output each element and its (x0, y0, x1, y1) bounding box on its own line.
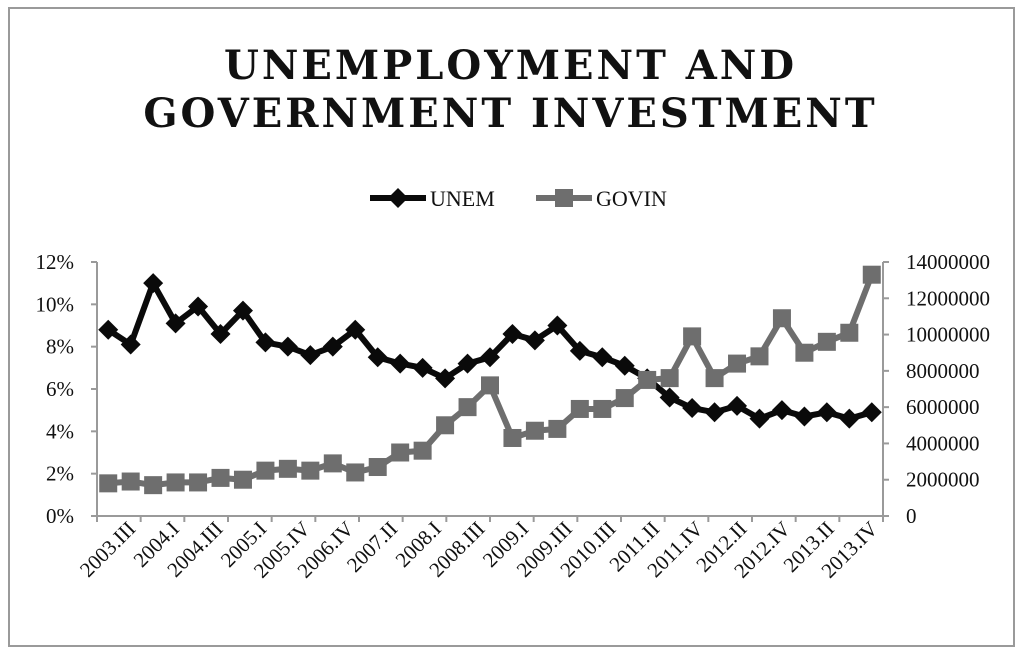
govin-point (99, 474, 118, 493)
y-left-tick-label: 8% (46, 335, 74, 359)
unem-point (143, 273, 164, 294)
govin-point (705, 369, 724, 388)
govin-point (166, 473, 185, 492)
unem-point (367, 347, 388, 368)
govin-point (772, 309, 791, 328)
unem-point (816, 402, 837, 423)
govin-point (189, 473, 208, 492)
unem-point (861, 402, 882, 423)
chart-title-line-1: UNEMPLOYMENT AND (223, 42, 798, 89)
chart-title-line-2: GOVERNMENT INVESTMENT (143, 90, 878, 137)
y-right-tick-label: 10000000 (906, 323, 990, 347)
unem-point (839, 408, 860, 429)
unem-point (659, 387, 680, 408)
unem-point (300, 345, 321, 366)
y-left-tick-label: 10% (36, 292, 75, 316)
unem-point (749, 408, 770, 429)
govin-point (301, 461, 320, 480)
unem-point (480, 347, 500, 368)
unem-point (210, 323, 231, 344)
legend-unem-marker (388, 188, 408, 208)
unem-point (704, 402, 725, 423)
govin-point (458, 398, 477, 417)
unem-point (120, 334, 141, 355)
govin-point (570, 399, 589, 418)
govin-point (750, 347, 769, 366)
unem-point (569, 340, 590, 361)
unem-point (794, 406, 815, 427)
govin-point (211, 468, 230, 487)
govin-point (503, 428, 522, 447)
unem-point (457, 353, 478, 374)
govin-point (840, 323, 859, 342)
unem-point (188, 296, 209, 317)
unem-point (614, 355, 635, 376)
govin-point (278, 459, 297, 478)
govin-point (660, 369, 679, 388)
y-right-tick-label: 8000000 (906, 359, 980, 383)
govin-point (728, 354, 747, 373)
govin-point (683, 327, 702, 346)
y-right-tick-label: 4000000 (906, 431, 980, 455)
y-left-tick-label: 12% (36, 250, 75, 274)
unem-point (547, 315, 568, 336)
unem-point (345, 319, 366, 340)
unem-point (390, 353, 411, 374)
govin-point (638, 370, 657, 389)
y-right-tick-label: 14000000 (906, 250, 990, 274)
unem-point (771, 400, 792, 421)
unem-point (165, 313, 186, 334)
unem-point (435, 368, 456, 389)
govin-point (323, 454, 342, 473)
chart-title: UNEMPLOYMENT AND GOVERNMENT INVESTMENT (0, 42, 1021, 138)
y-left-tick-label: 6% (46, 377, 74, 401)
govin-point (548, 419, 567, 438)
govin-point (795, 343, 814, 362)
unem-point (232, 300, 253, 321)
govin-point (481, 376, 499, 395)
x-tick-label: 2007.II (342, 517, 402, 577)
govin-point (121, 472, 140, 491)
govin-point (862, 265, 881, 284)
govin-point (615, 389, 634, 408)
y-left-tick-label: 2% (46, 462, 74, 486)
legend-unem-label: UNEM (430, 186, 495, 211)
chart-svg: 0% 2% 4% 6% 8% 10% 12% 0 2000000 4000000 6000000 80… (36, 186, 991, 583)
unem-point (255, 332, 276, 353)
y-right-tick-label: 2000000 (906, 468, 980, 492)
unem-point (592, 347, 613, 368)
govin-point (256, 461, 275, 480)
unem-point (412, 357, 433, 378)
legend-govin-label: GOVIN (596, 186, 667, 211)
y-left-tick-label: 0% (46, 504, 74, 528)
unem-point (502, 323, 523, 344)
govin-point (413, 441, 432, 460)
govin-point (593, 399, 612, 418)
govin-point (817, 332, 836, 351)
govin-point (391, 443, 410, 462)
y-right-tick-label: 0 (906, 504, 917, 528)
y-right-tick-label: 12000000 (906, 286, 990, 310)
govin-point (144, 476, 163, 495)
y-left-tick-label: 4% (46, 419, 74, 443)
unem-point (682, 398, 703, 419)
legend-govin-marker (555, 189, 573, 207)
unem-point (98, 319, 119, 340)
govin-point (233, 470, 252, 489)
unem-point (277, 336, 298, 357)
unem-point (727, 395, 748, 416)
govin-point (436, 416, 455, 435)
govin-point (525, 421, 544, 440)
x-tick-label: 2003.III (75, 517, 140, 582)
govin-point (368, 458, 387, 477)
govin-point (346, 463, 365, 482)
unem-point (322, 336, 343, 357)
unem-point (524, 330, 545, 351)
y-right-tick-label: 6000000 (906, 395, 980, 419)
